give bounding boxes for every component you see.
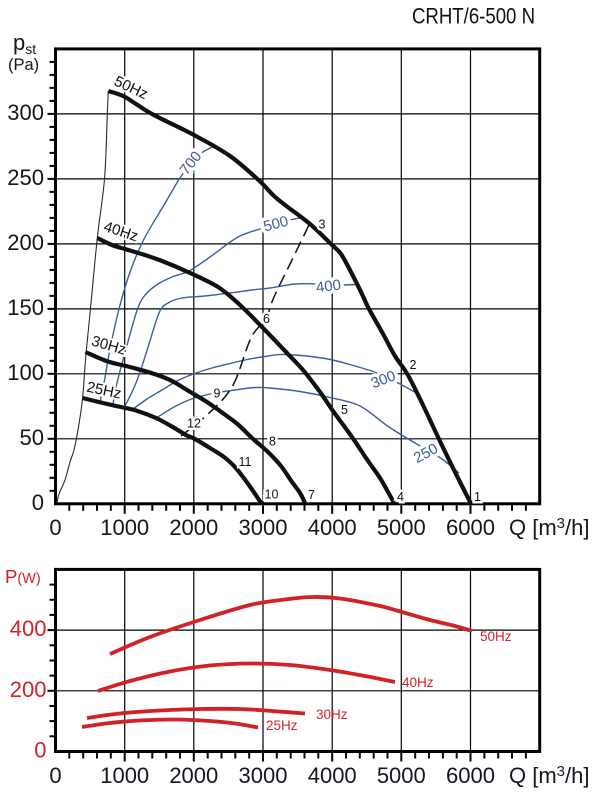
svg-text:0: 0 <box>34 738 46 763</box>
svg-text:100: 100 <box>7 360 44 385</box>
svg-text:6000: 6000 <box>446 763 495 788</box>
svg-text:1: 1 <box>474 490 481 504</box>
svg-text:6000: 6000 <box>446 515 495 540</box>
svg-text:25Hz: 25Hz <box>266 718 298 733</box>
svg-text:7: 7 <box>308 488 315 502</box>
svg-text:10: 10 <box>265 488 279 502</box>
svg-text:2: 2 <box>410 358 417 372</box>
svg-text:300: 300 <box>7 100 44 125</box>
svg-text:CRHT/6-500 N: CRHT/6-500 N <box>412 4 535 29</box>
svg-text:Q [m3/h]: Q [m3/h] <box>509 763 589 788</box>
svg-text:0: 0 <box>49 515 61 540</box>
svg-text:50Hz: 50Hz <box>480 629 512 644</box>
svg-text:0: 0 <box>49 763 61 788</box>
svg-text:2000: 2000 <box>169 763 218 788</box>
svg-text:2000: 2000 <box>169 515 218 540</box>
svg-text:5000: 5000 <box>377 763 426 788</box>
svg-text:1000: 1000 <box>100 515 149 540</box>
svg-text:4: 4 <box>397 490 404 504</box>
svg-text:250: 250 <box>7 165 44 190</box>
svg-text:(Pa): (Pa) <box>8 56 39 74</box>
svg-text:4000: 4000 <box>308 763 357 788</box>
svg-text:3000: 3000 <box>239 515 288 540</box>
svg-text:5000: 5000 <box>377 515 426 540</box>
svg-text:400: 400 <box>315 277 342 297</box>
svg-text:30Hz: 30Hz <box>316 707 348 722</box>
svg-text:150: 150 <box>7 295 44 320</box>
svg-text:Q [m3/h]: Q [m3/h] <box>509 515 589 540</box>
svg-text:1000: 1000 <box>100 763 149 788</box>
svg-text:3: 3 <box>319 218 326 232</box>
svg-text:4000: 4000 <box>308 515 357 540</box>
svg-text:50: 50 <box>20 425 44 450</box>
svg-text:8: 8 <box>269 435 276 449</box>
svg-text:40Hz: 40Hz <box>402 675 434 690</box>
svg-text:5: 5 <box>341 403 348 417</box>
svg-text:200: 200 <box>7 230 44 255</box>
svg-text:12: 12 <box>187 417 201 431</box>
svg-text:200: 200 <box>10 677 47 702</box>
svg-text:9: 9 <box>214 387 221 401</box>
svg-text:6: 6 <box>263 312 270 326</box>
svg-text:11: 11 <box>239 455 252 469</box>
svg-text:0: 0 <box>32 490 44 515</box>
svg-text:3000: 3000 <box>239 763 288 788</box>
svg-text:P(W): P(W) <box>5 566 41 587</box>
svg-text:400: 400 <box>10 616 47 641</box>
